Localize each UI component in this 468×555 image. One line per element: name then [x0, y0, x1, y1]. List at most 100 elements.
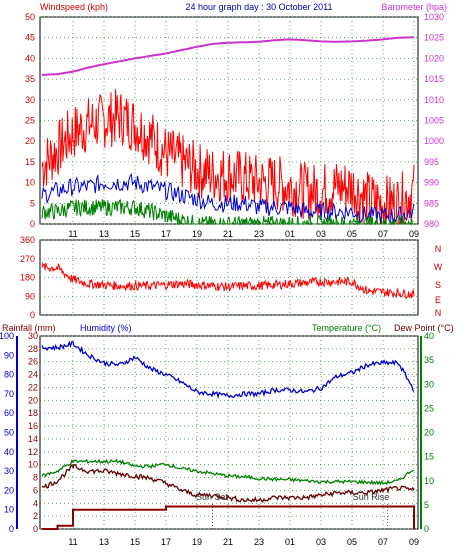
baro-y-tick-label: 1030: [424, 12, 444, 22]
wind-y-tick-label: 15: [25, 157, 35, 167]
humidity-series: [41, 340, 415, 400]
baro-y-tick-label: 990: [424, 178, 439, 188]
rainfall-y-tick-label: 18: [28, 408, 38, 418]
temperature-y-tick-label: 25: [424, 403, 434, 413]
direction-y-tick-label: 0: [30, 310, 35, 320]
wind-low-series: [41, 198, 414, 226]
wind-y-tick-label: 10: [25, 178, 35, 188]
x-tick-label-bottom: 17: [161, 537, 171, 547]
temperature-y-tick-label: 15: [424, 452, 434, 462]
wind-y-tick-label: 0: [30, 219, 35, 229]
baro-y-tick-label: 1010: [424, 95, 444, 105]
rainfall-y-tick-label: 20: [28, 395, 38, 405]
rainfall-y-tick-label: 16: [28, 421, 38, 431]
wind-y-tick-label: 30: [25, 95, 35, 105]
wind-y-tick-label: 35: [25, 74, 35, 84]
rainfall-axis-label: Rainfall (mm): [2, 323, 56, 333]
wind-y-tick-label: 5: [30, 198, 35, 208]
rainfall-y-tick-label: 6: [33, 485, 38, 495]
humidity-y-tick-label: 50: [4, 428, 14, 438]
temperature-y-tick-label: 30: [424, 379, 434, 389]
x-tick-label-bottom: 19: [192, 537, 202, 547]
temperature-series: [41, 458, 415, 486]
wind-direction-series: [41, 261, 415, 299]
wind-y-tick-label: 45: [25, 33, 35, 43]
rainfall-y-tick-label: 12: [28, 447, 38, 457]
dir-label-s: S: [435, 280, 441, 290]
dir-label-n-bottom: N: [435, 308, 442, 318]
temperature-y-tick-label: 5: [424, 500, 429, 510]
x-tick-label-bottom: 09: [409, 537, 419, 547]
rainfall-y-tick-label: 14: [28, 434, 38, 444]
baro-y-tick-label: 995: [424, 157, 439, 167]
direction-panel-frame: [39, 239, 419, 316]
x-tick-label-bottom: 13: [99, 537, 109, 547]
x-tick-label-top: 21: [223, 229, 233, 239]
humidity-y-tick-label: 30: [4, 466, 14, 476]
humidity-y-tick-label: 20: [4, 485, 14, 495]
humidity-axis-label: Humidity (%): [80, 323, 132, 333]
x-tick-label-top: 11: [68, 229, 77, 239]
rainfall-y-tick-label: 30: [28, 331, 38, 341]
direction-y-tick-label: 180: [20, 273, 35, 283]
humidity-y-tick-label: 100: [0, 331, 14, 341]
wind-y-tick-label: 50: [25, 12, 35, 22]
wind-average-series: [41, 172, 415, 225]
x-tick-label-top: 17: [161, 229, 171, 239]
x-tick-label-top: 19: [192, 229, 202, 239]
baro-y-tick-label: 1025: [424, 33, 444, 43]
direction-y-tick-label: 360: [20, 235, 35, 245]
wind-panel-frame: [39, 16, 419, 225]
humidity-y-tick-label: 80: [4, 370, 14, 380]
rainfall-y-tick-label: 4: [33, 498, 38, 508]
rainfall-y-tick-label: 24: [28, 370, 38, 380]
temperature-axis-label: Temperature (°C): [312, 323, 381, 333]
sun-rise-label: Sun Rise: [353, 492, 390, 502]
dir-label-e: E: [435, 295, 441, 305]
wind-y-tick-label: 25: [25, 116, 35, 126]
baro-y-tick-label: 985: [424, 198, 439, 208]
baro-y-tick-label: 1005: [424, 116, 444, 126]
tick-labels: 1111131315151717191921212323010103030505…: [0, 12, 444, 547]
temperature-y-tick-label: 10: [424, 476, 434, 486]
humidity-y-tick-label: 90: [4, 350, 14, 360]
humidity-y-tick-label: 40: [4, 447, 14, 457]
x-tick-label-bottom: 21: [223, 537, 233, 547]
rainfall-y-tick-label: 28: [28, 344, 38, 354]
x-tick-label-top: 01: [285, 229, 295, 239]
sun-set-label: Sun Set: [196, 492, 229, 502]
humidity-y-tick-label: 10: [4, 505, 14, 515]
x-tick-label-bottom: 01: [285, 537, 295, 547]
baro-y-tick-label: 1015: [424, 74, 444, 84]
rainfall-y-tick-label: 8: [33, 473, 38, 483]
rainfall-y-tick-label: 0: [33, 524, 38, 534]
barometer-series: [41, 36, 415, 76]
rainfall-y-tick-label: 10: [28, 460, 38, 470]
rainfall-y-tick-label: 26: [28, 357, 38, 367]
humidity-y-tick-label: 70: [4, 389, 14, 399]
dewpoint-axis-label: Dew Point (°C): [394, 323, 454, 333]
x-tick-label-bottom: 07: [378, 537, 388, 547]
x-tick-label-top: 23: [254, 229, 264, 239]
temperature-y-tick-label: 20: [424, 428, 434, 438]
graph-title: 24 hour graph day : 30 October 2011: [186, 2, 333, 12]
x-tick-label-top: 03: [316, 229, 326, 239]
chart-marks: [41, 36, 415, 530]
wind-y-tick-label: 40: [25, 53, 35, 63]
rainfall-y-tick-label: 22: [28, 382, 38, 392]
baro-y-tick-label: 980: [424, 219, 439, 229]
dewpoint-series: [41, 463, 415, 503]
rainfall-y-tick-label: 2: [33, 511, 38, 521]
temperature-y-tick-label: 0: [424, 524, 429, 534]
x-tick-label-bottom: 23: [254, 537, 264, 547]
x-tick-label-bottom: 05: [347, 537, 357, 547]
dir-label-w: W: [434, 262, 443, 272]
dir-label-n-top: N: [435, 244, 442, 254]
x-tick-label-top: 15: [130, 229, 140, 239]
windspeed-axis-label: Windspeed (kph): [40, 2, 108, 12]
x-tick-label-bottom: 03: [316, 537, 326, 547]
x-tick-label-bottom: 15: [130, 537, 140, 547]
x-tick-label-bottom: 11: [68, 537, 77, 547]
baro-y-tick-label: 1020: [424, 53, 444, 63]
